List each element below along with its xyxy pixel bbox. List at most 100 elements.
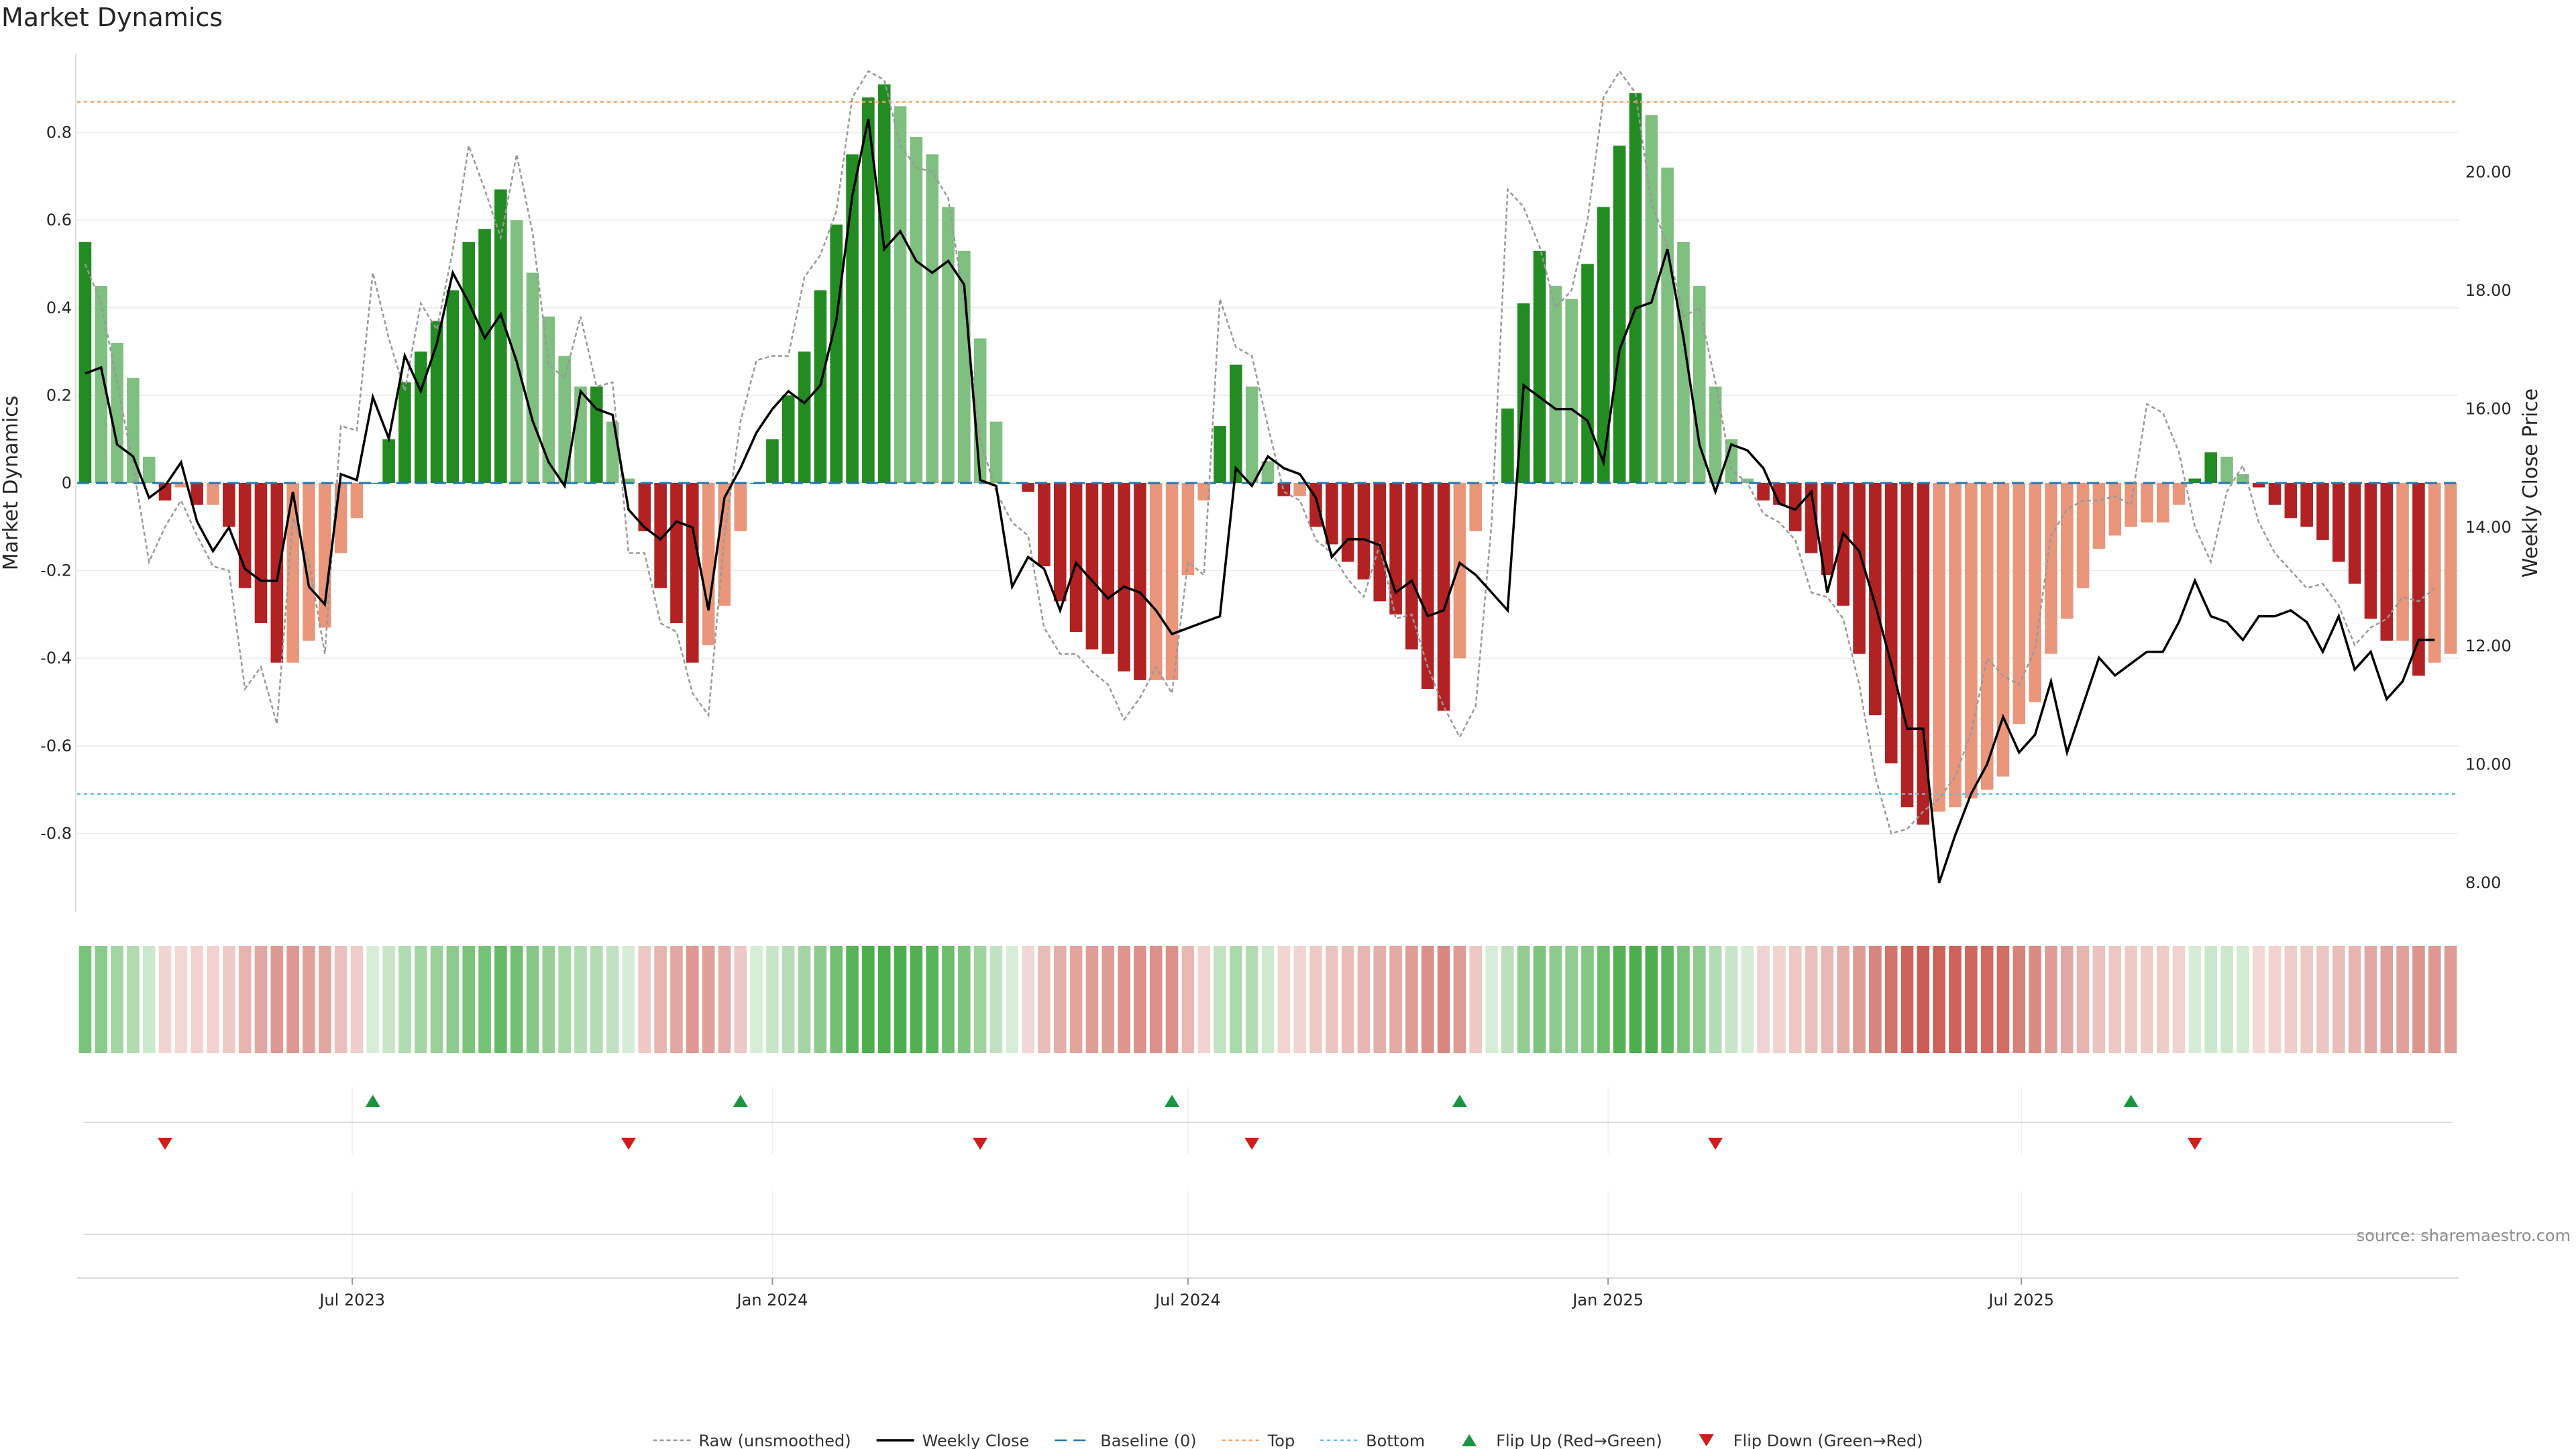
lower-empty-panel	[84, 1191, 2452, 1275]
dynamics-bar	[798, 352, 811, 483]
y-tick-left: 0.4	[46, 299, 72, 317]
heat-cell	[366, 946, 380, 1053]
dynamics-bar	[446, 290, 460, 483]
dynamics-bar	[2172, 483, 2186, 505]
flip-down-marker	[2187, 1138, 2202, 1150]
legend-swatch	[1699, 1434, 1714, 1446]
y-axis-title-right: Weekly Close Price	[2519, 388, 2542, 578]
y-tick-right: 20.00	[2465, 163, 2512, 182]
flip-up-marker	[2123, 1095, 2139, 1107]
heat-cell	[78, 946, 92, 1053]
source-label: source: sharemaestro.com	[2357, 1226, 2571, 1245]
heat-cell	[2332, 946, 2345, 1053]
x-axis: Jul 2023 Jan 2024 Jul 2024 Jan 2025 Jul 2025	[77, 1277, 2459, 1309]
dynamics-bar	[926, 154, 938, 483]
dynamics-bar	[2396, 483, 2409, 641]
dynamics-bar	[1085, 483, 1099, 650]
heat-cell	[942, 946, 955, 1053]
heat-cell	[2237, 946, 2249, 1053]
heat-cell	[958, 946, 971, 1053]
heat-cell	[1134, 946, 1146, 1053]
heat-cell	[142, 946, 156, 1053]
heat-cell	[127, 946, 140, 1053]
dynamics-bar	[2188, 478, 2202, 483]
dynamics-bar	[622, 478, 635, 483]
heat-cell	[430, 946, 443, 1053]
dynamics-bar	[590, 386, 603, 483]
heat-cell	[1373, 946, 1387, 1053]
heat-cell	[2076, 946, 2090, 1053]
dynamics-bar	[1230, 364, 1242, 483]
dynamics-bar	[1134, 483, 1146, 680]
y-tick-right: 10.00	[2465, 755, 2512, 773]
dynamics-bar	[2045, 483, 2057, 654]
heat-cell	[2444, 946, 2457, 1053]
heat-cell	[1181, 946, 1195, 1053]
heat-cell	[2188, 946, 2202, 1053]
heat-cell	[174, 946, 188, 1053]
heat-cell	[1933, 946, 1945, 1053]
heat-cell	[877, 946, 891, 1053]
heat-cell	[446, 946, 460, 1053]
dynamics-bar	[2108, 483, 2122, 536]
heat-cell	[1788, 946, 1802, 1053]
heat-cell	[1118, 946, 1130, 1053]
heat-cell	[1565, 946, 1578, 1053]
dynamics-bar	[2316, 483, 2329, 540]
heat-cell	[1277, 946, 1291, 1053]
heat-cell	[1661, 946, 1674, 1053]
dynamics-bar	[510, 220, 523, 483]
flip-down-marker	[158, 1138, 173, 1150]
x-tick-label: Jul 2025	[1987, 1291, 2054, 1309]
heat-cell	[1965, 946, 1978, 1053]
heat-cell	[2060, 946, 2074, 1053]
heat-cell	[1693, 946, 1706, 1053]
heat-cell	[750, 946, 763, 1053]
heat-cell	[1709, 946, 1722, 1053]
dynamics-bar	[95, 286, 108, 483]
heat-cell	[989, 946, 1003, 1053]
heat-cell	[2348, 946, 2361, 1053]
heat-cell	[1197, 946, 1210, 1053]
heat-cell	[1293, 946, 1306, 1053]
heat-cell	[1309, 946, 1322, 1053]
dynamics-bar	[1326, 483, 1338, 545]
dynamics-bar	[1900, 483, 1914, 808]
dynamics-bar	[2204, 452, 2217, 483]
heat-cell	[1437, 946, 1450, 1053]
dynamics-bar	[1102, 483, 1115, 654]
chart-title: Market Dynamics	[1, 3, 223, 32]
dynamics-bar	[191, 483, 203, 505]
dynamics-bar	[1501, 408, 1514, 483]
heat-cell	[558, 946, 571, 1053]
dynamics-bar	[1533, 250, 1546, 483]
flip-down-marker	[621, 1138, 636, 1150]
y-tick-left: 0.2	[46, 386, 72, 405]
dynamics-bar	[1917, 483, 1930, 825]
heat-cell	[670, 946, 683, 1053]
heat-cell	[2204, 946, 2217, 1053]
y-tick-right: 18.00	[2465, 281, 2512, 300]
y-tick-left: -0.2	[40, 561, 72, 580]
dynamics-bar	[2092, 483, 2106, 549]
dynamics-bar	[734, 483, 747, 531]
heat-cell	[510, 946, 523, 1053]
dynamics-bar	[1069, 483, 1083, 633]
dynamics-bar	[414, 352, 427, 483]
heat-cell	[654, 946, 667, 1053]
dynamics-bar	[1629, 93, 1642, 483]
dynamics-bar	[1996, 483, 2010, 777]
dynamics-bar	[574, 386, 587, 483]
legend-item-top: Top	[1222, 1432, 1295, 1449]
dynamics-bar	[1709, 386, 1722, 483]
heat-cell	[1006, 946, 1019, 1053]
dynamics-bar	[142, 456, 156, 483]
heat-cell	[494, 946, 507, 1053]
heat-cell	[2284, 946, 2298, 1053]
dynamics-bar	[989, 421, 1003, 483]
y-tick-left: 0.8	[46, 123, 72, 142]
heat-cell	[638, 946, 651, 1053]
y-tick-left: 0.6	[46, 211, 72, 229]
dynamics-bar	[2284, 483, 2298, 519]
